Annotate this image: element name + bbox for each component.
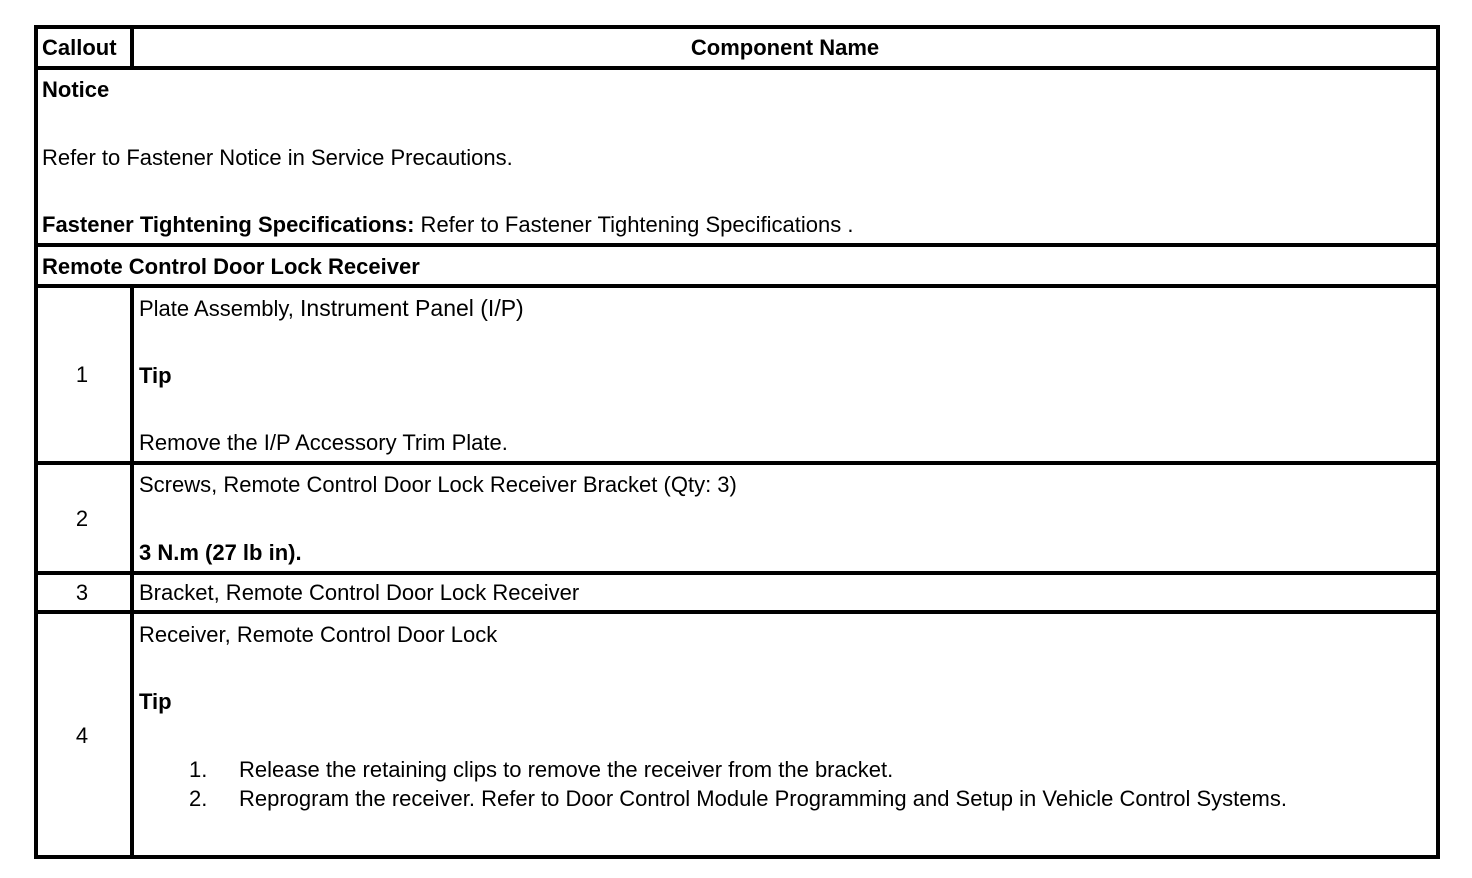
callout-3: 3 xyxy=(75,580,89,605)
column-divider xyxy=(130,25,134,70)
row-divider xyxy=(34,66,1440,70)
table-border-left xyxy=(34,25,38,859)
row-divider xyxy=(34,243,1440,247)
row-divider xyxy=(34,284,1440,288)
row-divider xyxy=(34,571,1440,575)
callout-4: 4 xyxy=(75,723,89,748)
row-3-name: Bracket, Remote Control Door Lock Receiv… xyxy=(139,580,580,605)
row-1-tip: Tip xyxy=(139,363,172,388)
row-4-name: Receiver, Remote Control Door Lock xyxy=(139,622,498,647)
row-1-name-b: Instrument Panel (I/P) xyxy=(300,295,524,321)
spec-label: Fastener Tightening Specifications: xyxy=(42,212,415,237)
row-1-detail: Remove the I/P Accessory Trim Plate. xyxy=(139,430,508,455)
header-callout: Callout xyxy=(42,35,117,60)
spec-text: Refer to Fastener Tightening Specificati… xyxy=(414,212,854,237)
table-border-top xyxy=(34,25,1440,29)
column-divider xyxy=(130,284,134,859)
step-2-text: Reprogram the receiver. Refer to Door Co… xyxy=(239,786,1287,811)
callout-1: 1 xyxy=(75,362,89,387)
step-2-number: 2. xyxy=(189,786,208,811)
row-2-name: Screws, Remote Control Door Lock Receive… xyxy=(139,472,737,497)
row-4-tip: Tip xyxy=(139,689,172,714)
step-1-number: 1. xyxy=(189,757,208,782)
notice-spec: Fastener Tightening Specifications: Refe… xyxy=(42,213,853,237)
table-border-bottom xyxy=(34,855,1440,859)
header-component-name: Component Name xyxy=(690,35,880,60)
notice-title: Notice xyxy=(42,77,110,102)
row-1-name: Plate Assembly, Instrument Panel (I/P) xyxy=(139,296,524,321)
row-divider xyxy=(34,461,1440,465)
callout-2: 2 xyxy=(75,506,89,531)
table-border-right xyxy=(1436,25,1440,859)
step-1-text: Release the retaining clips to remove th… xyxy=(239,757,894,782)
section-title: Remote Control Door Lock Receiver xyxy=(42,254,420,279)
row-1-name-a: Plate Assembly, xyxy=(139,296,294,321)
row-2-torque: 3 N.m (27 lb in). xyxy=(139,540,302,565)
notice-text: Refer to Fastener Notice in Service Prec… xyxy=(42,145,513,170)
row-divider xyxy=(34,610,1440,614)
